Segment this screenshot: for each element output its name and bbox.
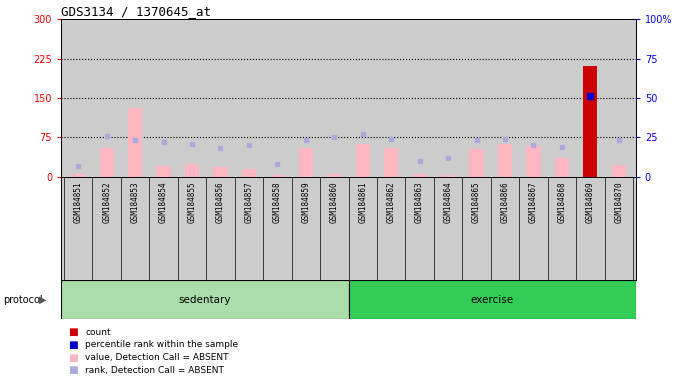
Text: value, Detection Call = ABSENT: value, Detection Call = ABSENT [85,353,228,362]
Text: rank, Detection Call = ABSENT: rank, Detection Call = ABSENT [85,366,224,375]
Text: ▶: ▶ [39,295,47,305]
Text: ■: ■ [68,365,78,375]
Bar [185,164,199,177]
Bar [583,66,598,177]
Bar [526,146,541,177]
Text: GSM184854: GSM184854 [159,182,168,223]
Bar [299,148,313,177]
Bar [156,166,171,177]
Text: GSM184865: GSM184865 [472,182,481,223]
Text: sedentary: sedentary [179,295,231,305]
Bar [498,144,512,177]
Bar [327,174,341,177]
Text: GSM184853: GSM184853 [131,182,139,223]
Text: GSM184870: GSM184870 [614,182,624,223]
Text: GSM184863: GSM184863 [415,182,424,223]
Text: GSM184856: GSM184856 [216,182,225,223]
Text: GSM184851: GSM184851 [73,182,83,223]
Text: exercise: exercise [471,295,513,305]
Bar [214,167,228,177]
Bar [61,280,349,319]
Bar [349,280,636,319]
Text: GSM184862: GSM184862 [387,182,396,223]
Text: percentile rank within the sample: percentile rank within the sample [85,340,238,349]
Text: count: count [85,328,111,337]
Text: GSM184852: GSM184852 [102,182,112,223]
Bar [128,108,142,177]
Bar [99,148,114,177]
Bar [611,165,626,177]
Text: ■: ■ [68,353,78,362]
Text: GSM184868: GSM184868 [558,182,566,223]
Text: ■: ■ [68,327,78,337]
Bar [583,66,598,177]
Bar [413,174,427,177]
Text: GSM184855: GSM184855 [188,182,197,223]
Bar [469,149,483,177]
Text: GSM184867: GSM184867 [529,182,538,223]
Bar [384,148,398,177]
Text: GSM184859: GSM184859 [301,182,310,223]
Text: GSM184866: GSM184866 [500,182,509,223]
Text: GDS3134 / 1370645_at: GDS3134 / 1370645_at [61,5,211,18]
Text: protocol: protocol [3,295,43,305]
Text: ■: ■ [68,340,78,350]
Text: GSM184861: GSM184861 [358,182,367,223]
Bar [71,174,86,177]
Text: GSM184860: GSM184860 [330,182,339,223]
Bar [441,175,455,177]
Bar [270,175,284,177]
Text: GSM184864: GSM184864 [443,182,453,223]
Bar [555,158,569,177]
Text: GSM184857: GSM184857 [244,182,254,223]
Text: GSM184869: GSM184869 [585,182,595,223]
Bar [356,144,370,177]
Text: GSM184858: GSM184858 [273,182,282,223]
Bar [242,169,256,177]
